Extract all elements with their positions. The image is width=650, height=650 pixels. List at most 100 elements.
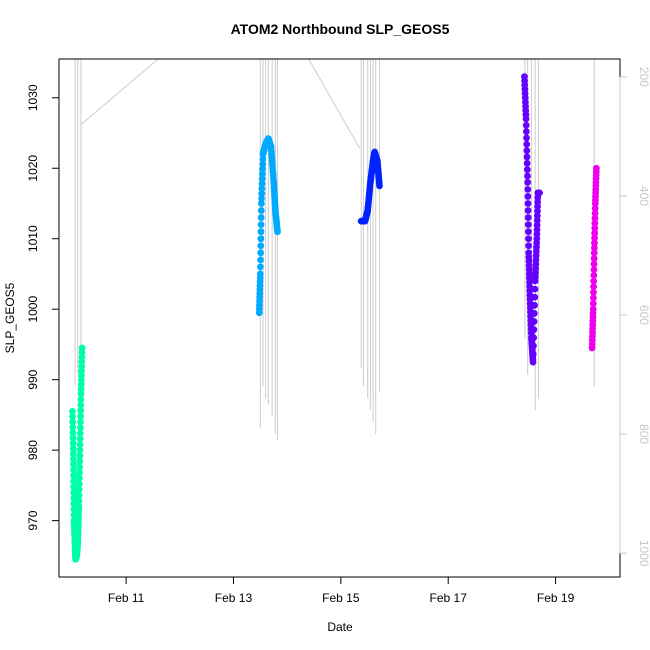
data-point-3-68 [531, 293, 539, 301]
data-point-3-14 [523, 140, 531, 148]
x-tick-label-2: Feb 15 [322, 591, 360, 605]
data-point-3-18 [523, 166, 531, 174]
series-1 [255, 135, 281, 317]
data-point-3-19 [524, 172, 531, 180]
data-point-0-7 [69, 444, 77, 452]
data-point-0-75 [76, 474, 83, 482]
data-point-1-25 [258, 175, 266, 183]
data-point-0-2 [69, 418, 77, 426]
data-point-0-71 [75, 497, 83, 505]
altitude-traces [74, 58, 595, 441]
data-point-0-81 [76, 441, 84, 448]
chart-title: ATOM2 Northbound SLP_GEOS5 [231, 21, 450, 37]
data-point-0-3 [69, 423, 77, 431]
data-point-1-26 [258, 170, 266, 178]
data-point-3-26 [524, 221, 532, 229]
data-point-0-80 [76, 446, 84, 454]
data-point-3-63 [530, 334, 538, 342]
data-point-0-16 [70, 494, 78, 502]
data-point-3-61 [529, 350, 537, 358]
y-axis: 970 980 990 1000 1010 1020 1030 [26, 84, 60, 531]
data-point-1-11 [257, 263, 264, 271]
data-point-3-16 [523, 153, 531, 161]
data-point-4-14 [590, 283, 597, 291]
data-point-0-85 [77, 418, 84, 426]
data-point-0-86 [77, 412, 84, 420]
data-point-0-0 [69, 407, 76, 415]
data-point-1-14 [257, 242, 265, 250]
data-point-4-26 [591, 219, 599, 227]
data-point-4-40 [592, 164, 600, 172]
data-point-4-11 [589, 300, 597, 307]
data-point-1-21 [258, 195, 265, 202]
data-point-0-84 [76, 424, 84, 431]
y-tick-label-5: 1020 [26, 155, 40, 182]
data-point-1-29 [259, 155, 267, 163]
data-point-0-14 [70, 483, 78, 491]
y-tick-label-6: 1030 [26, 84, 40, 111]
y-tick-label-3: 1000 [26, 296, 40, 323]
data-point-1-17 [257, 221, 265, 229]
data-point-0-77 [76, 463, 84, 471]
data-point-3-15 [523, 147, 531, 155]
plot-frame [58, 58, 621, 578]
data-point-4-16 [590, 271, 598, 279]
data-point-1-18 [257, 214, 265, 221]
y-axis-right: 200 400 600 800 1000 [619, 67, 650, 567]
data-point-4-29 [591, 205, 599, 212]
data-point-0-76 [76, 469, 83, 477]
series-3 [521, 73, 543, 366]
data-point-0-78 [76, 458, 84, 465]
data-point-0-4 [69, 429, 77, 436]
data-point-4-10 [589, 305, 597, 313]
data-point-3-21 [524, 185, 532, 193]
series-layer [69, 73, 600, 563]
data-point-0-5 [69, 434, 77, 442]
data-point-3-28 [525, 235, 532, 243]
data-point-3-23 [524, 200, 532, 207]
right-tick-label-1: 400 [637, 186, 650, 206]
data-point-1-13 [257, 249, 265, 257]
data-point-0-8 [69, 450, 77, 458]
data-point-1-23 [258, 185, 266, 193]
altitude-trace-3 [80, 58, 159, 125]
data-point-0-70 [75, 503, 83, 510]
data-point-0-73 [75, 486, 83, 494]
y-tick-label-2: 990 [26, 369, 40, 389]
data-point-4-25 [591, 224, 599, 232]
data-point-0-100 [78, 344, 86, 352]
data-point-3-12 [522, 128, 530, 135]
data-point-0-87 [77, 407, 85, 415]
data-point-4-20 [590, 249, 598, 257]
data-point-4-21 [590, 244, 598, 252]
data-point-1-22 [258, 190, 266, 198]
data-point-4-17 [590, 266, 598, 274]
data-point-0-74 [75, 480, 83, 488]
x-tick-label-0: Feb 11 [108, 591, 145, 605]
series-0 [69, 344, 86, 563]
data-point-4-23 [591, 234, 598, 242]
x-axis-label: Date [327, 620, 353, 634]
data-point-1-10 [256, 270, 264, 278]
data-point-3-69 [531, 285, 539, 293]
data-point-4-19 [590, 255, 598, 262]
data-point-0-10 [70, 460, 77, 468]
data-point-1-16 [257, 228, 265, 236]
data-point-1-24 [258, 180, 266, 188]
data-point-3-62 [530, 342, 537, 350]
data-point-4-24 [591, 229, 599, 237]
data-point-4-18 [590, 260, 598, 268]
data-point-0-72 [75, 491, 83, 499]
data-point-2-70 [376, 182, 383, 190]
data-point-0-15 [70, 489, 78, 496]
data-point-3-100 [536, 189, 543, 197]
data-point-4-15 [590, 277, 598, 285]
data-point-3-17 [523, 159, 531, 167]
data-point-4-12 [589, 294, 597, 302]
data-point-1-28 [259, 160, 267, 168]
data-point-1-19 [257, 207, 265, 214]
data-point-0-83 [76, 429, 84, 437]
right-tick-label-0: 200 [637, 67, 650, 87]
data-point-1-12 [257, 256, 264, 264]
